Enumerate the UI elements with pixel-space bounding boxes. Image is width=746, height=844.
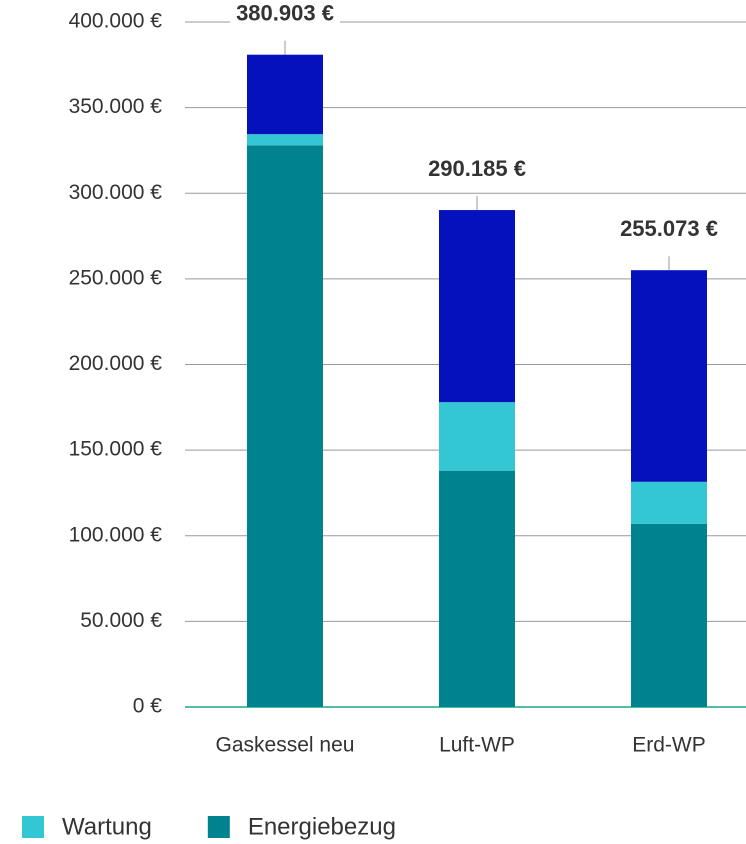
- y-tick-label: 150.000 €: [69, 438, 163, 461]
- legend-swatch: [207, 816, 230, 838]
- y-tick-label: 350.000 €: [69, 95, 163, 118]
- bar-segment: [247, 145, 323, 708]
- y-tick-label: 300.000 €: [69, 181, 163, 204]
- total-label-bg: [230, 0, 340, 26]
- bar-segment: [439, 470, 515, 707]
- legend-swatch: [22, 816, 44, 838]
- x-tick-label: Erd-WP: [632, 734, 706, 757]
- bar-segment: [631, 523, 707, 707]
- y-tick-label: 0 €: [133, 695, 163, 718]
- total-label-bg: [614, 215, 724, 241]
- total-label: 255.073 €: [620, 216, 718, 241]
- bar-segment: [247, 134, 323, 146]
- y-tick-label: 50.000 €: [80, 609, 162, 632]
- bar-segment: [631, 481, 707, 524]
- bar-segment: [439, 210, 515, 403]
- total-label-bg: [422, 155, 532, 181]
- y-tick-label: 200.000 €: [69, 352, 163, 375]
- x-tick-label: Luft-WP: [439, 734, 515, 757]
- y-tick-label: 100.000 €: [69, 523, 163, 546]
- bar-segment: [631, 270, 707, 482]
- legend-label: Energiebezug: [248, 813, 396, 840]
- total-label: 380.903 €: [236, 1, 334, 26]
- legend-label: Wartung: [62, 813, 152, 840]
- y-tick-label: 250.000 €: [69, 266, 163, 289]
- x-tick-label: Gaskessel neu: [216, 734, 355, 757]
- bar-segment: [247, 54, 323, 135]
- y-tick-label: 400.000 €: [69, 10, 163, 33]
- bar-segment: [439, 402, 515, 471]
- total-label: 290.185 €: [428, 156, 526, 181]
